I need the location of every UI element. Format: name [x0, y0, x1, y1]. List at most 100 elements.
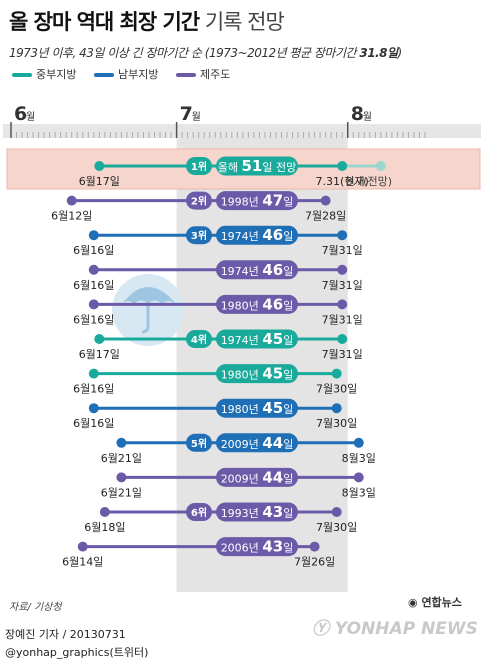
duration-label: 1980년 45일	[221, 399, 294, 417]
duration-label: 1974년 46일	[221, 261, 294, 279]
duration-pill	[216, 156, 298, 176]
title-light: 기록 전망	[204, 10, 285, 34]
duration-pill	[216, 260, 298, 280]
end-date-label: 7.31(현재)	[316, 175, 369, 188]
yonhap-logo: ◉ 연합뉴스	[408, 596, 462, 609]
duration-label: 2009년 44일	[221, 434, 294, 452]
legend-label-central: 중부지방	[36, 68, 77, 81]
byline: 장예진 기자 / 20130731	[5, 628, 126, 641]
subtitle: 1973년 이후, 43일 이상 긴 장마기간 순 (1973~2012년 평균…	[9, 44, 402, 61]
range-end-point	[320, 195, 331, 206]
start-date-label: 6월17일	[79, 174, 120, 188]
duration-pill	[216, 364, 298, 384]
end-date-label: 8월3일	[342, 485, 376, 499]
start-date-label: 6월21일	[101, 451, 142, 465]
start-date-label: 6월16일	[73, 312, 114, 326]
title-bold: 올 장마 역대 최장 기간	[9, 10, 200, 34]
end-date-label: 7월31일	[322, 243, 363, 257]
duration-label: 1980년 46일	[221, 295, 294, 313]
rank-badge	[186, 226, 212, 245]
rank-badge	[186, 503, 212, 521]
source-note: 자료/ 기상청	[9, 602, 62, 613]
start-date-label: 6월16일	[73, 416, 114, 430]
duration-label: 2006년 43일	[221, 538, 294, 556]
rank-label: 6위	[191, 506, 207, 519]
watermark: Ⓨ YONHAP NEWS	[312, 619, 478, 639]
legend-label-jeju: 제주도	[199, 68, 231, 81]
month-label: 6	[14, 103, 27, 125]
duration-pill	[216, 433, 298, 453]
month-label: 7	[180, 103, 193, 125]
umbrella-canopy	[122, 287, 176, 304]
projection-endpoint	[375, 161, 386, 171]
range-start-point	[94, 161, 105, 171]
end-date-label: 7월26일	[294, 555, 335, 569]
subtitle-post: )	[397, 46, 403, 60]
range-start-point	[88, 403, 99, 414]
range-end-point	[337, 299, 348, 310]
legend: 중부지방 남부지방 제주도	[12, 66, 244, 82]
range-end-point	[337, 230, 348, 241]
range-start-point	[88, 299, 99, 310]
range-start-point	[77, 541, 88, 552]
range-end-point	[353, 472, 364, 483]
duration-label: 1993년 43일	[221, 503, 294, 521]
start-date-label: 6월16일	[73, 382, 114, 396]
range-start-point	[116, 437, 127, 448]
range-start-point	[88, 264, 99, 275]
subtitle-pre: 1973년 이후, 43일 이상 긴 장마기간 순 (1973~2012년 평균…	[9, 46, 360, 60]
start-date-label: 6월14일	[62, 555, 103, 569]
watermark-text: YONHAP NEWS	[334, 619, 478, 639]
range-end-point	[337, 264, 348, 275]
logo-text: 연합뉴스	[421, 596, 462, 609]
duration-pill	[216, 225, 298, 245]
end-date-label: 7월31일	[322, 278, 363, 292]
end-date-label: 7월30일	[316, 520, 357, 534]
legend-swatch-jeju	[175, 73, 196, 77]
start-date-label: 6월17일	[79, 347, 120, 361]
range-end-point	[337, 334, 348, 344]
month-label-suffix: 월	[26, 111, 35, 123]
rank-label: 1위	[191, 160, 207, 173]
range-end-point	[353, 437, 364, 448]
duration-pill	[216, 467, 298, 487]
end-date-label: 7월31일	[322, 347, 363, 361]
duration-pill	[216, 329, 298, 349]
rank-label: 2위	[191, 195, 207, 208]
duration-label: 1980년 45일	[221, 365, 294, 383]
legend-item-south: 남부지방	[93, 68, 158, 81]
range-start-point	[88, 230, 99, 241]
duration-label: 1974년 46일	[221, 226, 294, 244]
month-label: 8	[351, 103, 364, 125]
range-start-point	[88, 368, 99, 379]
duration-pill	[216, 191, 298, 211]
start-date-label: 6월12일	[51, 209, 92, 223]
duration-pill	[216, 294, 298, 314]
end-date-label: 7월28일	[305, 209, 346, 223]
legend-item-central: 중부지방	[12, 68, 76, 81]
duration-label: 1974년 45일	[221, 330, 294, 348]
duration-pill	[216, 502, 298, 522]
rank-label: 3위	[191, 229, 207, 242]
start-date-label: 6월21일	[101, 485, 142, 499]
rank-label: 4위	[191, 333, 207, 346]
start-date-label: 6월16일	[73, 243, 114, 257]
legend-item-jeju: 제주도	[175, 68, 231, 81]
duration-pill	[216, 398, 298, 418]
month-scale-bar	[3, 124, 481, 138]
start-date-label: 6월16일	[73, 278, 114, 292]
subtitle-bold: 31.8일	[359, 46, 398, 60]
twitter-handle: @yonhap_graphics(트위터)	[5, 646, 149, 659]
end-date-label: 7월31일	[322, 312, 363, 326]
rank-label: 5위	[191, 437, 207, 450]
month-label-suffix: 월	[363, 111, 372, 123]
legend-swatch-south	[93, 73, 114, 77]
range-start-point	[94, 334, 105, 344]
end-date-label: 7월30일	[316, 416, 357, 430]
duration-label: 2009년 44일	[221, 468, 294, 486]
rank-badge	[186, 330, 212, 348]
page-title: 올 장마 역대 최장 기간 기록 전망	[9, 6, 285, 36]
range-start-point	[116, 472, 127, 483]
rank-badge	[186, 157, 212, 175]
